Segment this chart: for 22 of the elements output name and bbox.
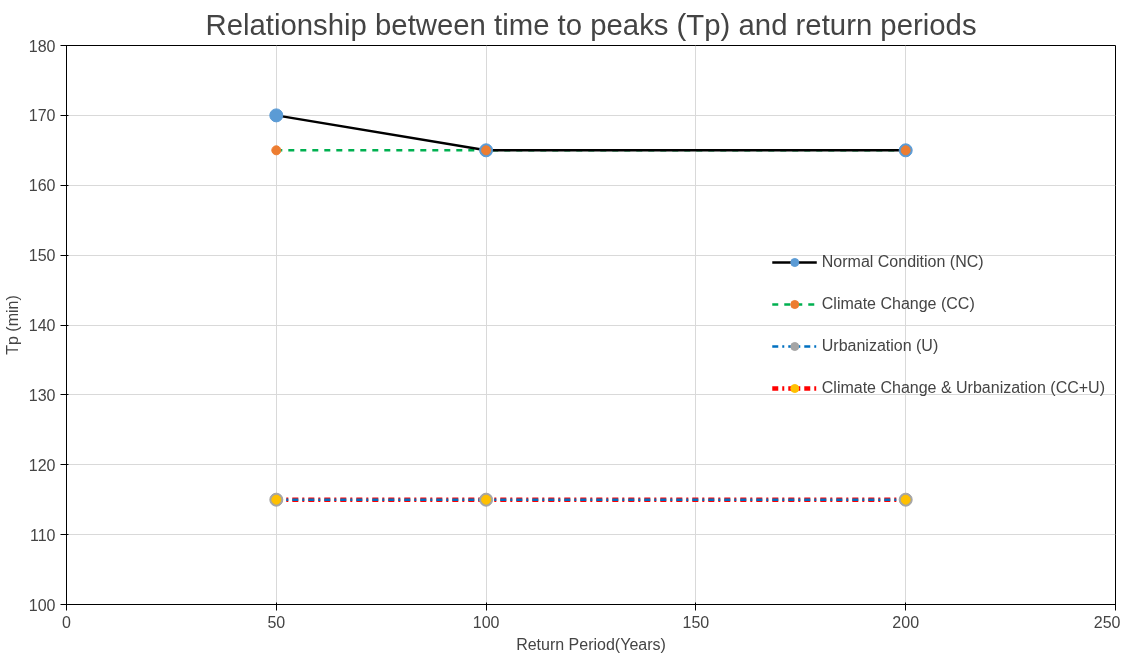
legend-label: Climate Change & Urbanization (CC+U) [821, 378, 1105, 397]
y-tick-label: 100 [28, 596, 56, 614]
y-tick-label: 130 [28, 386, 56, 404]
x-tick-label: 100 [472, 613, 500, 631]
y-tick-label: 170 [28, 107, 56, 125]
legend-label: Urbanization (U) [821, 336, 939, 355]
x-tick-label: 50 [267, 613, 286, 631]
y-tick-label: 180 [28, 37, 56, 55]
y-tick-label: 150 [28, 247, 56, 265]
legend-label: Climate Change (CC) [821, 294, 975, 313]
x-axis-title: Return Period(Years) [516, 635, 666, 653]
y-tick-label: 110 [29, 526, 56, 544]
chart-title: Relationship between time to peaks (Tp) and return periods [205, 7, 977, 41]
legend-label: Normal Condition (NC) [821, 252, 984, 271]
y-axis-title: Tp (min) [3, 295, 21, 355]
x-tick-label: 150 [682, 613, 710, 631]
x-tick-label: 0 [62, 613, 72, 631]
x-tick-label: 200 [892, 613, 920, 631]
y-tick-label: 140 [28, 317, 56, 334]
y-tick-label: 120 [28, 456, 56, 474]
x-tick-label: 250 [1093, 613, 1121, 631]
y-tick-label: 160 [28, 177, 56, 195]
